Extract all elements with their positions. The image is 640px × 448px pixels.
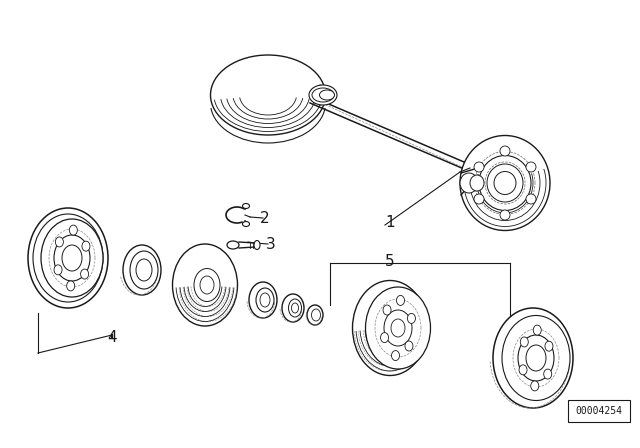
Ellipse shape xyxy=(194,268,220,302)
Ellipse shape xyxy=(545,341,553,351)
Ellipse shape xyxy=(353,280,428,375)
Ellipse shape xyxy=(531,381,539,391)
Ellipse shape xyxy=(460,135,550,231)
Ellipse shape xyxy=(307,305,323,325)
Ellipse shape xyxy=(526,162,536,172)
Ellipse shape xyxy=(519,365,527,375)
Ellipse shape xyxy=(62,245,82,271)
Ellipse shape xyxy=(470,175,484,191)
Ellipse shape xyxy=(474,162,484,172)
Ellipse shape xyxy=(381,332,388,343)
Text: 5: 5 xyxy=(385,254,395,270)
Ellipse shape xyxy=(260,293,270,307)
Ellipse shape xyxy=(526,194,536,204)
Ellipse shape xyxy=(500,210,510,220)
Ellipse shape xyxy=(67,281,75,291)
Ellipse shape xyxy=(520,337,528,347)
Ellipse shape xyxy=(173,244,237,326)
Ellipse shape xyxy=(54,235,90,281)
Ellipse shape xyxy=(249,282,277,318)
Ellipse shape xyxy=(312,88,334,102)
Ellipse shape xyxy=(319,90,335,100)
Ellipse shape xyxy=(56,237,63,247)
Text: 1: 1 xyxy=(385,215,395,229)
Ellipse shape xyxy=(227,241,239,249)
Ellipse shape xyxy=(81,269,88,279)
Ellipse shape xyxy=(282,294,304,322)
Ellipse shape xyxy=(383,305,391,315)
Ellipse shape xyxy=(479,155,531,211)
Ellipse shape xyxy=(69,225,77,235)
Ellipse shape xyxy=(243,203,250,208)
Ellipse shape xyxy=(392,351,399,361)
Ellipse shape xyxy=(289,299,301,317)
Text: 4: 4 xyxy=(107,331,117,345)
Ellipse shape xyxy=(397,295,404,306)
Ellipse shape xyxy=(309,85,337,105)
Ellipse shape xyxy=(405,341,413,351)
Ellipse shape xyxy=(391,319,405,337)
Ellipse shape xyxy=(28,208,108,308)
Ellipse shape xyxy=(526,345,546,371)
Ellipse shape xyxy=(54,265,62,275)
Ellipse shape xyxy=(123,245,161,295)
Ellipse shape xyxy=(408,314,415,323)
Ellipse shape xyxy=(312,309,321,321)
Ellipse shape xyxy=(384,310,412,346)
Ellipse shape xyxy=(365,287,431,369)
Ellipse shape xyxy=(33,214,103,302)
Ellipse shape xyxy=(256,288,274,312)
Ellipse shape xyxy=(502,315,570,401)
Ellipse shape xyxy=(291,303,298,313)
Ellipse shape xyxy=(500,146,510,156)
Ellipse shape xyxy=(474,194,484,204)
Ellipse shape xyxy=(130,251,158,289)
Text: 00004254: 00004254 xyxy=(575,406,623,416)
Ellipse shape xyxy=(254,241,260,250)
Ellipse shape xyxy=(544,369,552,379)
Ellipse shape xyxy=(243,221,250,227)
Ellipse shape xyxy=(460,173,478,193)
Text: 3: 3 xyxy=(266,237,276,251)
Ellipse shape xyxy=(494,172,516,194)
Ellipse shape xyxy=(82,241,90,251)
Ellipse shape xyxy=(41,219,103,297)
Bar xyxy=(568,400,630,422)
Ellipse shape xyxy=(533,325,541,335)
Ellipse shape xyxy=(493,308,573,408)
Ellipse shape xyxy=(518,335,554,381)
Ellipse shape xyxy=(487,164,523,202)
Ellipse shape xyxy=(200,276,214,294)
Ellipse shape xyxy=(136,259,152,281)
Text: 2: 2 xyxy=(260,211,270,225)
Ellipse shape xyxy=(211,55,326,135)
